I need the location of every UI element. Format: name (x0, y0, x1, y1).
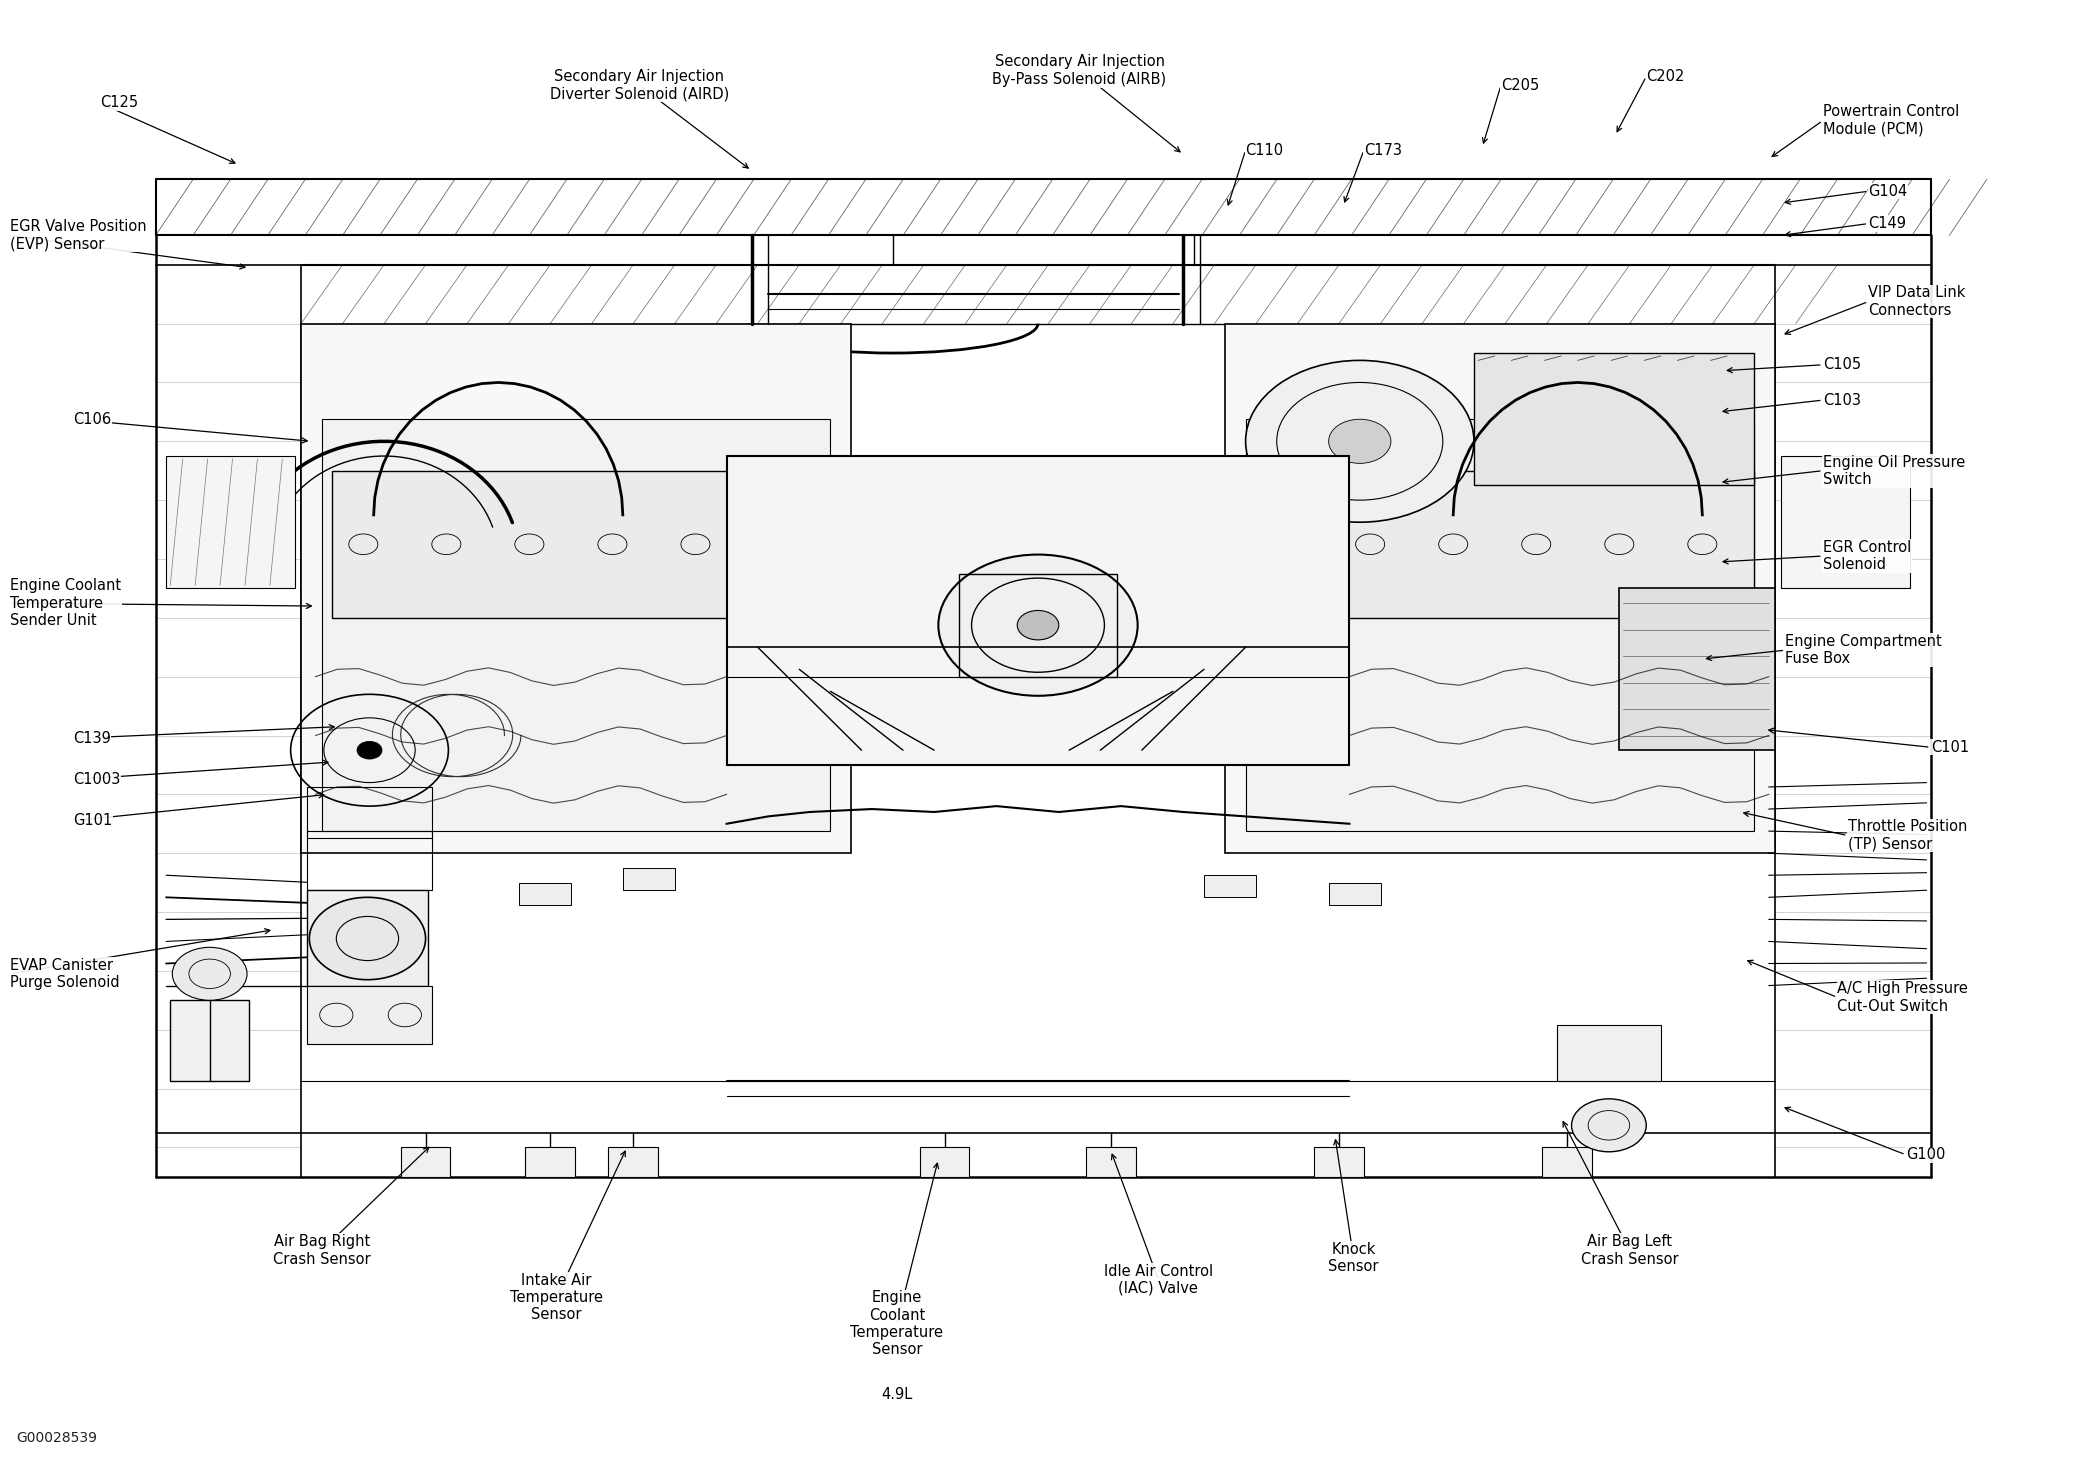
Text: Secondary Air Injection
By-Pass Solenoid (AIRB): Secondary Air Injection By-Pass Solenoid… (992, 54, 1167, 87)
Text: Engine Coolant
Temperature
Sender Unit: Engine Coolant Temperature Sender Unit (10, 578, 122, 628)
Bar (166, 456, 295, 588)
Bar (959, 574, 1117, 677)
Text: Secondary Air Injection
Diverter Solenoid (AIRD): Secondary Air Injection Diverter Solenoi… (550, 69, 729, 101)
Text: C1003: C1003 (73, 772, 120, 787)
Text: C103: C103 (1823, 393, 1860, 407)
Circle shape (309, 897, 426, 980)
Text: Engine
Coolant
Temperature
Sensor: Engine Coolant Temperature Sensor (851, 1290, 943, 1358)
Bar (1256, 471, 1754, 618)
Bar (307, 831, 432, 890)
Bar (1314, 1147, 1364, 1177)
Text: Idle Air Control
(IAC) Valve: Idle Air Control (IAC) Valve (1104, 1264, 1212, 1296)
Text: EGR Valve Position
(EVP) Sensor: EGR Valve Position (EVP) Sensor (10, 219, 147, 252)
Text: Air Bag Left
Crash Sensor: Air Bag Left Crash Sensor (1580, 1234, 1679, 1267)
Bar (920, 1147, 969, 1177)
Text: G00028539: G00028539 (17, 1430, 98, 1445)
Text: Knock
Sensor: Knock Sensor (1329, 1242, 1378, 1274)
Text: EVAP Canister
Purge Solenoid: EVAP Canister Purge Solenoid (10, 958, 120, 990)
Bar (1329, 883, 1381, 905)
Text: C202: C202 (1646, 69, 1684, 84)
Bar (623, 868, 675, 890)
Circle shape (1572, 1099, 1646, 1152)
Text: C110: C110 (1246, 143, 1283, 157)
Bar (1474, 353, 1754, 485)
Text: EGR Control
Solenoid: EGR Control Solenoid (1823, 540, 1912, 572)
Bar (1086, 1147, 1136, 1177)
Bar (322, 419, 830, 831)
Bar (1781, 456, 1910, 588)
Text: C125: C125 (100, 96, 137, 110)
Text: G101: G101 (73, 813, 112, 828)
Text: VIP Data Link
Connectors: VIP Data Link Connectors (1868, 285, 1966, 318)
Bar (307, 986, 432, 1044)
Text: G100: G100 (1906, 1147, 1945, 1162)
Bar (727, 456, 1349, 765)
Bar (401, 1147, 450, 1177)
Text: C101: C101 (1931, 740, 1968, 755)
Text: Powertrain Control
Module (PCM): Powertrain Control Module (PCM) (1823, 104, 1960, 137)
Bar (608, 1147, 658, 1177)
Circle shape (938, 555, 1138, 696)
Circle shape (1017, 610, 1059, 640)
Bar (332, 471, 810, 618)
Bar (170, 1000, 249, 1081)
Text: A/C High Pressure
Cut-Out Switch: A/C High Pressure Cut-Out Switch (1837, 981, 1968, 1014)
Bar (1246, 419, 1754, 831)
Text: C105: C105 (1823, 357, 1860, 372)
Bar (519, 883, 571, 905)
Text: Engine Compartment
Fuse Box: Engine Compartment Fuse Box (1785, 634, 1943, 666)
Text: C205: C205 (1501, 78, 1538, 93)
Bar (1542, 1147, 1592, 1177)
Bar (1619, 588, 1775, 750)
Text: Engine Oil Pressure
Switch: Engine Oil Pressure Switch (1823, 455, 1966, 487)
Text: Intake Air
Temperature
Sensor: Intake Air Temperature Sensor (511, 1272, 602, 1322)
Circle shape (172, 947, 247, 1000)
Text: C139: C139 (73, 731, 110, 746)
Text: C106: C106 (73, 412, 110, 427)
Text: Throttle Position
(TP) Sensor: Throttle Position (TP) Sensor (1848, 819, 1968, 852)
Text: C149: C149 (1868, 216, 1906, 231)
Text: 4.9L: 4.9L (880, 1387, 913, 1402)
Bar (1557, 1025, 1661, 1081)
Circle shape (1329, 419, 1391, 463)
Bar (301, 324, 851, 853)
Bar (525, 1147, 575, 1177)
Text: C173: C173 (1364, 143, 1401, 157)
Circle shape (1246, 360, 1474, 522)
Bar (307, 787, 432, 838)
Bar (1204, 875, 1256, 897)
Bar (307, 890, 428, 986)
Text: Air Bag Right
Crash Sensor: Air Bag Right Crash Sensor (272, 1234, 372, 1267)
Circle shape (357, 741, 382, 759)
Bar (1225, 324, 1775, 853)
Text: G104: G104 (1868, 184, 1908, 199)
